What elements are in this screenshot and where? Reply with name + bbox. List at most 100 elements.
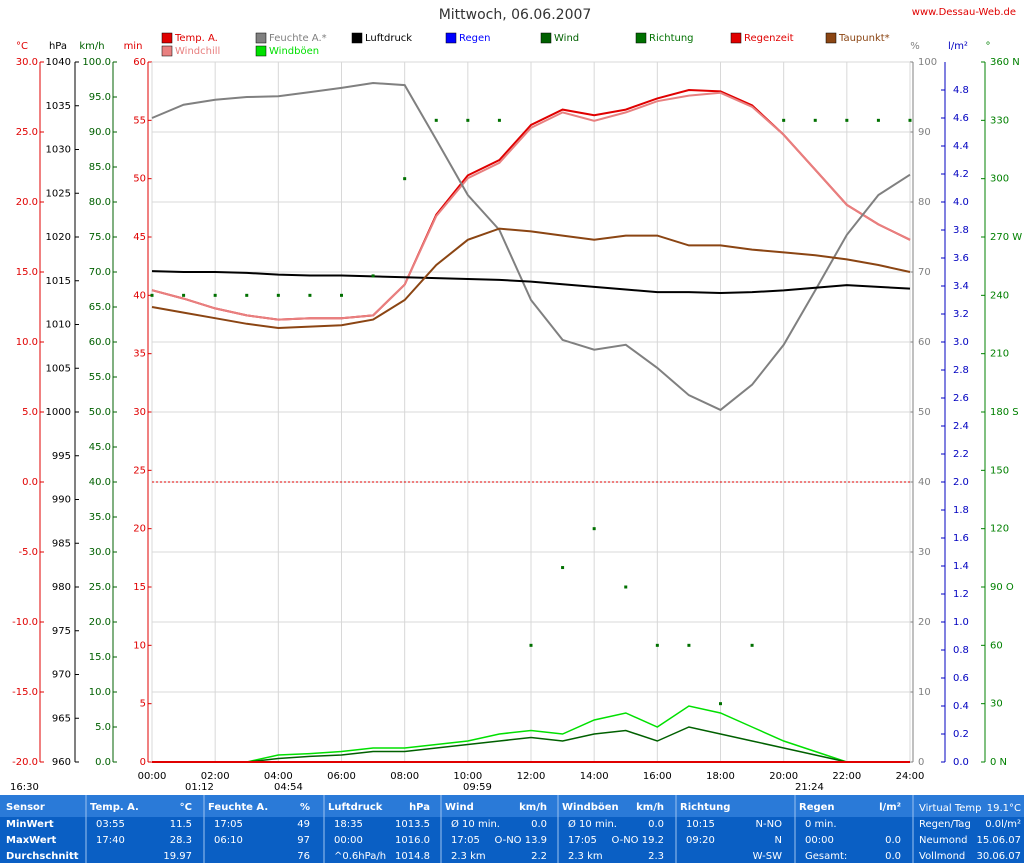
y-tick-label: 2.2 — [953, 449, 969, 460]
cell-time: 09:20 — [686, 835, 715, 846]
y-tick-label: 70 — [918, 267, 931, 278]
direction-dot — [466, 118, 470, 122]
legend-swatch — [445, 32, 457, 44]
direction-dot — [182, 293, 186, 297]
y-tick-label: 30.0 — [89, 547, 111, 558]
direction-dot — [908, 118, 912, 122]
y-tick-label: 3.6 — [953, 253, 969, 264]
time-marker: 01:12 — [185, 782, 214, 793]
x-tick-label: 12:00 — [517, 771, 546, 782]
y-tick-label: 1030 — [46, 145, 71, 156]
direction-dot — [813, 118, 817, 122]
y-tick-label: 60 — [133, 57, 146, 68]
y-tick-label: 1.4 — [953, 561, 969, 572]
legend-swatch — [255, 32, 267, 44]
axis-unit: % — [910, 41, 920, 52]
legend-label: Feuchte A.* — [269, 33, 327, 44]
cell-value: 2.2 — [531, 851, 547, 862]
y-tick-label: 1010 — [46, 320, 71, 331]
y-tick-label: 120 — [990, 524, 1009, 535]
cell-value: 0.0 — [885, 851, 901, 862]
y-tick-label: 990 — [52, 495, 71, 506]
y-tick-label: 60 — [990, 640, 1003, 651]
y-tick-label: 1020 — [46, 232, 71, 243]
y-tick-label: 45.0 — [89, 442, 111, 453]
cell-value: 1013.5 — [395, 819, 430, 830]
x-tick-label: 02:00 — [201, 771, 230, 782]
legend-swatch — [825, 32, 837, 44]
direction-dot — [592, 527, 596, 531]
y-tick-label: 1040 — [46, 57, 71, 68]
y-tick-label: 0 — [140, 757, 146, 768]
y-tick-label: 20 — [133, 524, 146, 535]
cell-time: Gesamt: — [805, 851, 847, 862]
axis-unit: l/m² — [948, 41, 968, 52]
y-tick-label: 55 — [133, 115, 146, 126]
series-line — [151, 81, 911, 412]
y-tick-label: 15 — [133, 582, 146, 593]
y-tick-label: 2.6 — [953, 393, 969, 404]
y-tick-label: 5.0 — [95, 722, 111, 733]
cell-value: 19.97 — [163, 851, 192, 862]
direction-dot — [624, 585, 628, 589]
direction-dot — [371, 274, 375, 278]
x-tick-label: 14:00 — [580, 771, 609, 782]
cell-value: 0.0 — [531, 819, 547, 830]
y-tick-label: 30 — [133, 407, 146, 418]
legend-label: Windböen — [269, 46, 319, 57]
y-tick-label: 75.0 — [89, 232, 111, 243]
cell-value: 97 — [297, 835, 310, 846]
column-unit: % — [300, 802, 310, 813]
legend-label: Regenzeit — [744, 33, 794, 44]
cell-time: 17:05 — [451, 835, 480, 846]
info-label: Virtual Temp — [919, 803, 982, 814]
y-tick-label: 60 — [918, 337, 931, 348]
y-tick-label: 40.0 — [89, 477, 111, 488]
direction-dot — [497, 118, 501, 122]
y-tick-label: 300 — [990, 174, 1009, 185]
y-tick-label: 65.0 — [89, 302, 111, 313]
direction-dot — [308, 293, 312, 297]
y-tick-label: 100 — [918, 57, 937, 68]
y-tick-label: 30 — [990, 699, 1003, 710]
site: www.Dessau-Web.de — [912, 7, 1016, 18]
direction-dot — [276, 293, 280, 297]
cell-time: 03:55 — [96, 819, 125, 830]
info-label: Regen/Tag — [919, 819, 971, 830]
time-marker: 04:54 — [274, 782, 303, 793]
series-line — [151, 227, 911, 330]
y-tick-label: 3.8 — [953, 225, 969, 236]
direction-dot — [434, 118, 438, 122]
cell-value: 0.0 — [885, 835, 901, 846]
direction-dot — [719, 702, 722, 706]
y-tick-label: 35 — [133, 349, 146, 360]
cell-value: 28.3 — [170, 835, 192, 846]
cell-value: O-NO 13.9 — [494, 835, 547, 846]
y-tick-label: 10 — [918, 687, 931, 698]
direction-dot — [782, 118, 786, 122]
series-line — [151, 270, 911, 295]
y-tick-label: 0.2 — [953, 729, 969, 740]
y-tick-label: 2.8 — [953, 365, 969, 376]
legend-label: Luftdruck — [365, 33, 412, 44]
y-tick-label: 1025 — [46, 188, 71, 199]
y-tick-label: 50 — [133, 174, 146, 185]
y-tick-label: 35.0 — [89, 512, 111, 523]
y-tick-label: 20 — [918, 617, 931, 628]
direction-dot — [340, 293, 343, 297]
cell-time: 2.3 km — [568, 851, 603, 862]
cell-value: N-NO — [756, 819, 783, 830]
y-tick-label: 30.0 — [16, 57, 38, 68]
y-tick-label: 0.0 — [22, 477, 38, 488]
column-unit: hPa — [409, 802, 430, 813]
y-tick-label: 0.0 — [95, 757, 111, 768]
legend-label: Windchill — [175, 46, 220, 57]
y-tick-label: 10 — [133, 640, 146, 651]
y-tick-label: 970 — [52, 670, 71, 681]
y-tick-label: 240 — [990, 290, 1009, 301]
direction-dot — [876, 118, 880, 122]
cell-time: Ø 10 min. — [568, 818, 617, 830]
cell-value: 1016.0 — [395, 835, 430, 846]
cell-time: 10:15 — [686, 819, 715, 830]
